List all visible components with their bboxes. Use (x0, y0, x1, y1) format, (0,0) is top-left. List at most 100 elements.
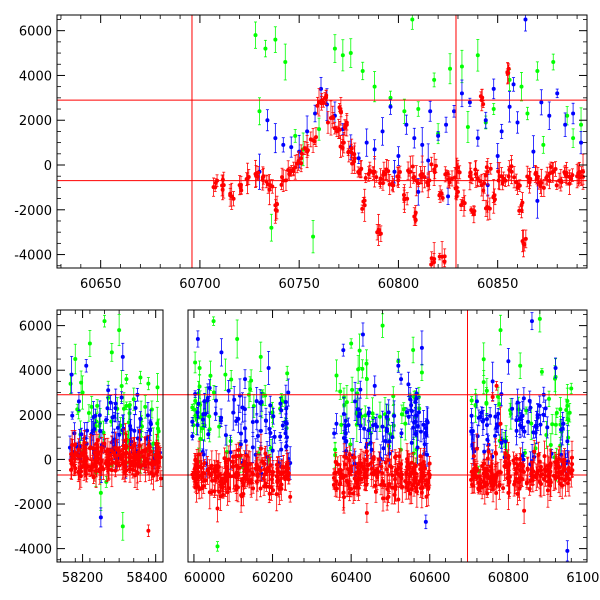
marker (408, 397, 413, 402)
data-point (133, 401, 138, 416)
marker (236, 416, 241, 421)
data-point (240, 392, 245, 423)
marker (383, 172, 388, 177)
marker (566, 435, 571, 440)
data-point (274, 201, 279, 220)
data-point (79, 370, 84, 395)
marker (565, 113, 570, 118)
data-point (507, 91, 512, 123)
data-point (541, 407, 546, 423)
marker (128, 423, 133, 428)
marker (462, 201, 467, 206)
data-point (515, 388, 520, 417)
marker (529, 421, 534, 426)
series-red (213, 62, 586, 268)
marker (422, 175, 427, 180)
data-point (254, 387, 259, 416)
data-point (498, 314, 503, 346)
marker (515, 400, 520, 405)
marker (106, 388, 111, 393)
marker (132, 428, 137, 433)
marker (496, 169, 501, 174)
data-point (421, 410, 426, 440)
marker (362, 426, 367, 431)
marker (481, 102, 486, 107)
data-point (541, 178, 546, 197)
data-point (348, 38, 353, 68)
data-point (521, 387, 526, 410)
marker (475, 176, 480, 181)
data-point (296, 151, 301, 171)
data-point (465, 111, 470, 143)
marker (269, 225, 274, 230)
marker (528, 405, 533, 410)
data-point (428, 100, 433, 122)
marker (473, 171, 478, 176)
data-point (483, 111, 488, 129)
data-point (518, 413, 523, 426)
marker (520, 239, 525, 244)
data-point (279, 179, 284, 191)
marker (473, 167, 478, 172)
marker (401, 407, 406, 412)
data-point (401, 187, 406, 203)
marker (313, 111, 318, 116)
marker (413, 419, 418, 424)
data-point (127, 401, 132, 409)
marker (207, 386, 212, 391)
data-point (338, 383, 343, 400)
data-point (517, 206, 522, 215)
marker (413, 400, 418, 405)
data-point (468, 167, 473, 177)
y-tick-label: 0 (44, 159, 52, 174)
marker (433, 163, 438, 168)
marker (536, 180, 541, 185)
data-point (207, 379, 212, 397)
data-point (69, 355, 74, 394)
marker (525, 111, 530, 116)
marker (260, 177, 265, 182)
marker (344, 120, 349, 125)
marker (565, 548, 570, 553)
marker (491, 195, 496, 200)
data-point (308, 131, 313, 148)
series-blue (257, 15, 584, 219)
marker (377, 414, 382, 419)
data-point (353, 381, 358, 421)
data-point (399, 404, 404, 424)
marker (558, 407, 563, 412)
marker (519, 84, 524, 89)
marker (268, 403, 273, 408)
marker (280, 175, 285, 180)
marker (395, 174, 400, 179)
data-point (469, 396, 474, 406)
marker (541, 185, 546, 190)
data-point (480, 88, 485, 107)
marker (392, 413, 397, 418)
marker (256, 170, 261, 175)
marker (127, 402, 132, 407)
marker (237, 393, 242, 398)
marker (490, 379, 495, 384)
marker (425, 452, 430, 457)
marker (79, 380, 84, 385)
marker (485, 205, 490, 210)
marker (555, 91, 560, 96)
marker (459, 203, 464, 208)
marker (512, 175, 517, 180)
data-point (374, 413, 379, 440)
data-point (273, 123, 278, 154)
marker (571, 136, 576, 141)
marker (272, 434, 277, 439)
marker (202, 399, 207, 404)
data-point (473, 161, 478, 178)
marker (535, 198, 540, 203)
data-point (330, 105, 335, 129)
data-point (117, 314, 122, 347)
marker (255, 434, 260, 439)
data-point (446, 187, 451, 205)
marker (197, 366, 202, 371)
marker (437, 254, 442, 259)
marker (339, 422, 344, 427)
data-point (475, 129, 480, 147)
